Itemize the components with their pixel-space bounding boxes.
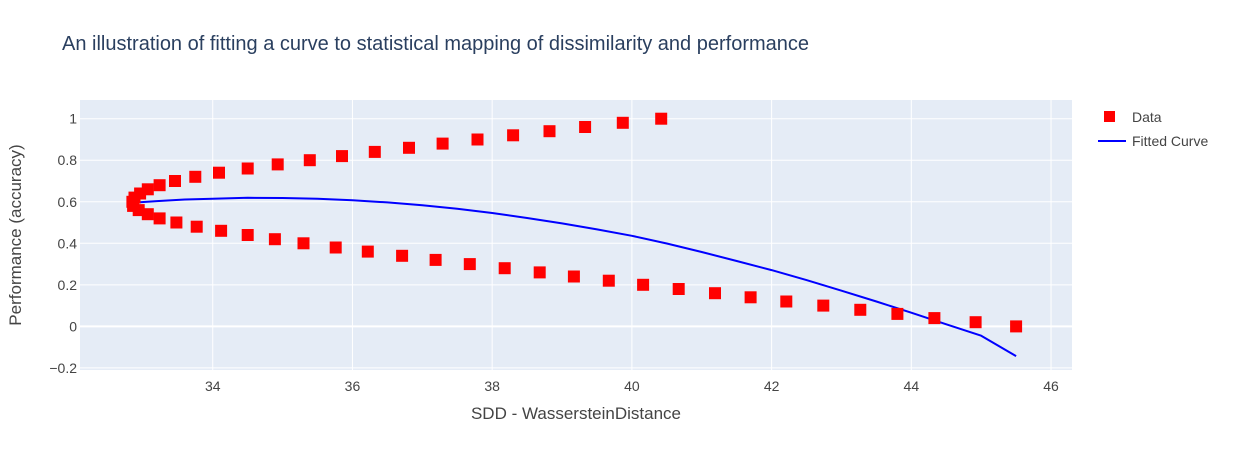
data-point bbox=[169, 175, 181, 187]
data-point bbox=[153, 179, 166, 192]
data-point bbox=[567, 270, 580, 283]
x-tick-label: 34 bbox=[205, 378, 221, 394]
data-point bbox=[471, 133, 484, 146]
data-point bbox=[396, 249, 409, 262]
y-tick-label: 0.2 bbox=[58, 277, 78, 293]
data-point bbox=[891, 307, 904, 320]
data-point bbox=[153, 212, 166, 225]
data-point bbox=[303, 154, 316, 167]
legend-item-fitted-curve[interactable]: Fitted Curve bbox=[1098, 133, 1208, 149]
data-point bbox=[817, 299, 830, 312]
legend-data-marker bbox=[1104, 111, 1115, 122]
fitted-curve-line bbox=[132, 196, 1017, 357]
data-point bbox=[361, 245, 374, 258]
data-point bbox=[1010, 320, 1023, 333]
fitted-curve-series bbox=[132, 196, 1017, 357]
legend-item-data[interactable]: Data bbox=[1104, 109, 1162, 125]
x-axis-title: SDD - WassersteinDistance bbox=[471, 404, 681, 423]
data-series bbox=[126, 112, 1023, 333]
legend-data-label: Data bbox=[1132, 109, 1162, 125]
y-tick-label: 0.8 bbox=[58, 152, 78, 168]
y-gridlines bbox=[80, 118, 1072, 369]
y-axis-title: Performance (accuracy) bbox=[6, 144, 25, 325]
x-tick-label: 44 bbox=[904, 378, 920, 394]
data-point bbox=[543, 125, 556, 138]
data-point bbox=[329, 241, 342, 254]
data-point bbox=[507, 129, 520, 142]
x-gridlines bbox=[212, 100, 1052, 370]
data-point bbox=[189, 170, 202, 183]
data-point bbox=[268, 233, 281, 246]
legend[interactable]: Data Fitted Curve bbox=[1098, 109, 1208, 149]
data-point bbox=[780, 295, 793, 308]
x-tick-labels: 34 36 38 40 42 44 46 bbox=[205, 378, 1059, 394]
data-point bbox=[190, 220, 203, 233]
data-point bbox=[672, 283, 685, 295]
data-point bbox=[969, 316, 982, 329]
data-point bbox=[744, 291, 757, 304]
data-point bbox=[213, 166, 225, 179]
x-tick-label: 36 bbox=[345, 378, 361, 394]
data-point bbox=[463, 258, 476, 271]
data-point bbox=[854, 303, 867, 316]
x-tick-label: 38 bbox=[484, 378, 500, 394]
y-tick-labels: −0.2 0 0.2 0.4 0.6 0.8 1 bbox=[49, 111, 77, 376]
y-tick-label: 0.6 bbox=[58, 194, 78, 210]
data-point bbox=[170, 216, 183, 229]
x-tick-label: 42 bbox=[764, 378, 780, 394]
data-point bbox=[297, 237, 310, 250]
data-point bbox=[655, 112, 668, 125]
data-point bbox=[241, 229, 254, 241]
y-tick-label: −0.2 bbox=[49, 360, 77, 376]
data-point bbox=[579, 121, 592, 133]
data-point bbox=[403, 141, 415, 154]
data-point bbox=[215, 224, 228, 237]
data-point bbox=[533, 266, 546, 279]
data-point bbox=[429, 253, 442, 266]
x-tick-label: 46 bbox=[1043, 378, 1059, 394]
y-tick-label: 1 bbox=[69, 111, 77, 127]
y-tick-label: 0 bbox=[69, 318, 77, 334]
data-point bbox=[271, 158, 284, 171]
x-tick-label: 40 bbox=[624, 378, 640, 394]
plot-area bbox=[80, 100, 1072, 370]
data-point bbox=[241, 162, 254, 175]
data-point bbox=[637, 278, 650, 291]
data-point bbox=[602, 274, 615, 287]
data-point bbox=[336, 150, 348, 163]
data-point bbox=[368, 145, 381, 158]
chart-title: An illustration of fitting a curve to st… bbox=[62, 33, 809, 55]
data-point bbox=[616, 116, 629, 129]
data-point bbox=[132, 204, 145, 217]
data-point bbox=[141, 208, 154, 221]
data-point bbox=[436, 137, 449, 150]
data-point bbox=[928, 312, 941, 325]
legend-fitted-curve-label: Fitted Curve bbox=[1132, 133, 1208, 149]
data-point bbox=[498, 262, 511, 275]
data-point bbox=[709, 287, 721, 300]
y-tick-label: 0.4 bbox=[58, 235, 78, 251]
